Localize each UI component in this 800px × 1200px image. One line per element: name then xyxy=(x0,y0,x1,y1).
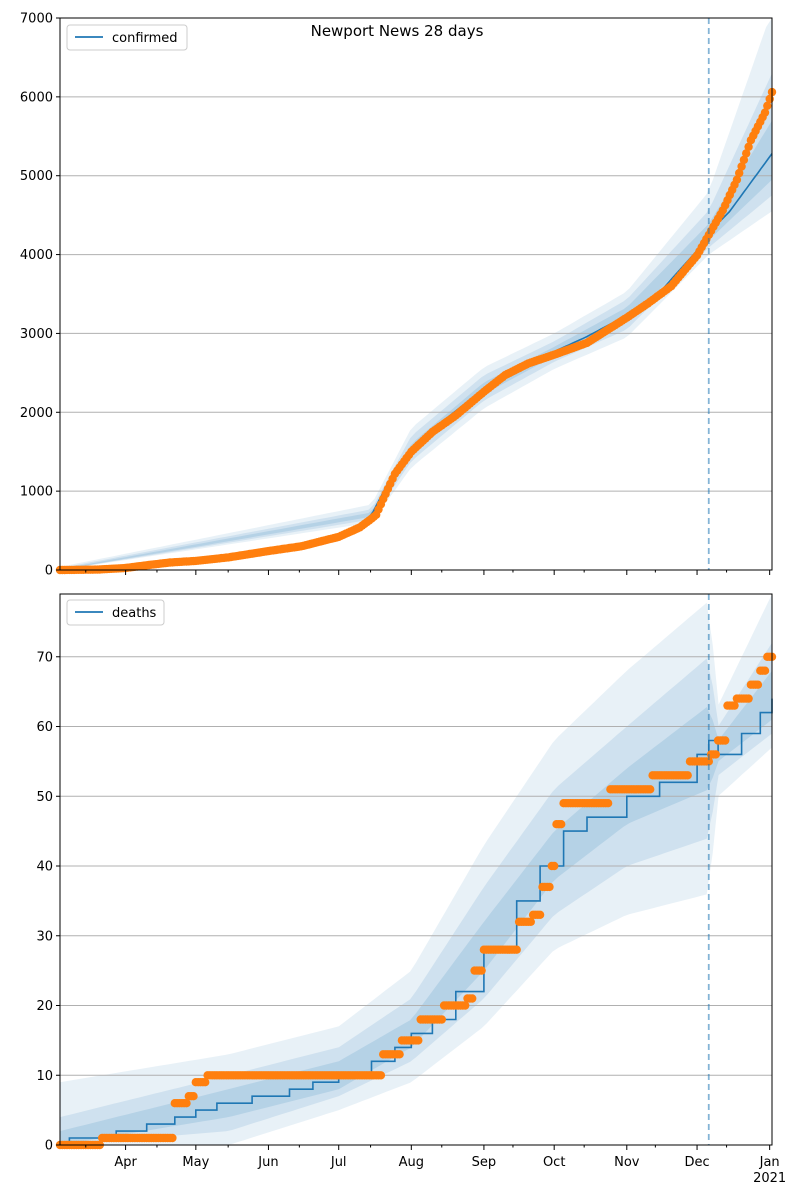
confirmed-band-outer xyxy=(60,18,772,570)
deaths-observed-point xyxy=(683,771,692,780)
deaths-band-inner xyxy=(60,670,772,1145)
deaths-x-tick-label: Oct xyxy=(543,1155,565,1170)
confirmed-uncertainty-bands xyxy=(60,18,772,570)
deaths-x-tick-label: May xyxy=(182,1155,209,1170)
confirmed-observed-points xyxy=(55,87,777,575)
confirmed-observed-point xyxy=(760,108,770,117)
deaths-observed-point xyxy=(395,1050,404,1059)
deaths-observed-point xyxy=(744,694,753,703)
deaths-observed-point xyxy=(711,750,720,759)
legend-box xyxy=(66,24,188,51)
confirmed-y-tick-label: 6000 xyxy=(20,90,53,105)
deaths-x-tick-label: Jul xyxy=(330,1155,347,1170)
deaths-observed-point xyxy=(603,799,613,808)
deaths-observed-point xyxy=(201,1078,210,1087)
deaths-observed-point xyxy=(557,820,566,829)
confirmed-observed-point xyxy=(763,101,772,111)
confirmed-observed-point xyxy=(732,175,742,184)
confirmed-y-tick-label: 4000 xyxy=(20,248,53,263)
confirmed-observed-point xyxy=(737,162,746,171)
deaths-observed-point xyxy=(477,966,486,975)
deaths-x-tick-label: Dec xyxy=(684,1155,709,1170)
confirmed-x-ticks xyxy=(85,570,771,575)
deaths-x-tick-label: Aug xyxy=(399,1155,424,1170)
deaths-observed-point xyxy=(704,757,713,766)
deaths-observed-point xyxy=(545,882,554,892)
confirmed-y-tick-label: 1000 xyxy=(20,485,53,500)
deaths-y-tick-label: 60 xyxy=(36,720,53,735)
deaths-y-tick-label: 20 xyxy=(36,999,53,1014)
deaths-observed-point xyxy=(526,917,535,926)
deaths-legend: deaths xyxy=(66,599,165,626)
deaths-y-tick-label: 40 xyxy=(36,860,53,875)
deaths-y-ticks: 0 10 20 30 40 50 60 70 xyxy=(36,650,60,1154)
deaths-observed-point xyxy=(376,1071,386,1080)
deaths-y-tick-label: 0 xyxy=(45,1139,53,1154)
deaths-observed-point xyxy=(730,701,739,710)
confirmed-y-tick-label: 7000 xyxy=(20,12,53,27)
deaths-y-tick-label: 50 xyxy=(36,790,53,805)
deaths-observed-point xyxy=(760,666,770,675)
deaths-observed-point xyxy=(535,910,545,919)
deaths-x-tick-label: Jan xyxy=(759,1155,780,1170)
confirmed-observed-point xyxy=(739,155,749,165)
deaths-observed-point xyxy=(414,1036,423,1045)
deaths-axes-frame xyxy=(59,593,773,1146)
deaths-x-tick-label: Nov xyxy=(614,1155,640,1170)
deaths-band-middle xyxy=(60,642,772,1145)
confirmed-y-tick-label: 5000 xyxy=(20,169,53,184)
confirmed-observed-point xyxy=(735,168,744,178)
deaths-band-outer xyxy=(60,594,772,1145)
confirmed-axes-frame xyxy=(59,17,773,571)
confirmed-observed-point xyxy=(742,149,751,158)
confirmed-y-tick-label: 3000 xyxy=(20,327,53,342)
deaths-observed-point xyxy=(753,680,763,689)
deaths-x-tick-label: Sep xyxy=(472,1155,497,1170)
deaths-observed-points xyxy=(55,652,777,1150)
deaths-uncertainty-bands xyxy=(60,594,772,1145)
confirmed-y-tick-label: 0 xyxy=(45,564,53,579)
legend-label-confirmed: confirmed xyxy=(112,31,178,46)
deaths-y-tick-label: 30 xyxy=(36,929,53,944)
deaths-observed-point xyxy=(512,945,521,954)
deaths-observed-point xyxy=(437,1015,446,1024)
chart-title: Newport News 28 days xyxy=(311,22,484,40)
deaths-observed-point xyxy=(189,1092,198,1101)
deaths-gridlines xyxy=(60,656,772,1146)
deaths-observed-point xyxy=(646,785,655,794)
confirmed-panel: 0 1000 2000 3000 4000 5000 6000 7000 Newport Ne… xyxy=(20,12,777,579)
deaths-observed-point xyxy=(468,994,477,1003)
deaths-observed-point xyxy=(168,1133,177,1143)
deaths-x-tick-label: Apr xyxy=(114,1155,137,1170)
confirmed-legend: confirmed xyxy=(66,24,188,51)
deaths-observed-point xyxy=(461,1001,470,1010)
deaths-y-tick-label: 10 xyxy=(36,1069,53,1084)
deaths-y-tick-label: 70 xyxy=(36,650,53,665)
deaths-x-year-label: 2021 xyxy=(753,1171,786,1186)
confirmed-y-tick-label: 2000 xyxy=(20,406,53,421)
deaths-observed-point xyxy=(182,1099,191,1108)
confirmed-y-ticks: 0 1000 2000 3000 4000 5000 6000 7000 xyxy=(20,12,60,579)
confirmed-band-middle xyxy=(60,73,772,570)
confirmed-observed-point xyxy=(744,142,753,151)
legend-label-deaths: deaths xyxy=(112,606,157,621)
deaths-x-tick-label: Jun xyxy=(257,1155,278,1170)
legend-box xyxy=(66,599,165,626)
deaths-observed-point xyxy=(550,861,559,871)
deaths-observed-point xyxy=(721,736,730,745)
